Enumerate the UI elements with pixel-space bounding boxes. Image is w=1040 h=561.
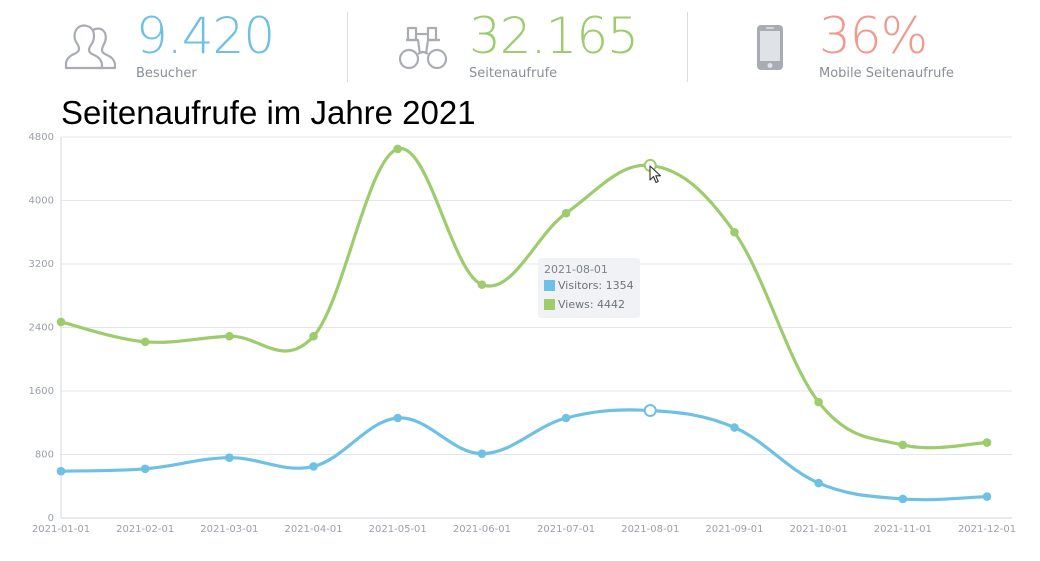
x-tick-label: 2021-07-01 [537,524,595,535]
x-tick-label: 2021-11-01 [874,524,932,535]
y-tick-label: 4800 [29,132,54,143]
views-point [982,438,992,447]
visitors-point [982,492,992,501]
stat-pageviews-value: 32.165 [469,7,639,65]
visitors-point [225,453,234,462]
x-tick-label: 2021-03-01 [200,524,258,535]
tooltip-date: 2021-08-01 [544,263,608,276]
x-tick-label: 2021-06-01 [453,524,511,535]
tooltip-views-text: Views: 4442 [558,298,626,311]
stats-bar: 9.420 Besucher 32.165 Seitenaufrufe [0,0,1040,95]
stats-divider [687,12,688,82]
visitors-point [56,466,66,476]
x-tick-label: 2021-12-01 [958,524,1016,535]
stat-mobile-value: 36% [819,7,928,65]
tooltip-visitors-swatch [544,280,555,291]
views-point [309,331,318,341]
stat-visitors-label: Besucher [136,66,197,81]
visitors-point [814,478,823,488]
visitors-point [309,462,318,471]
x-tick-label: 2021-08-01 [621,524,679,535]
y-tick-label: 3200 [29,259,54,270]
x-tick-label: 2021-09-01 [705,524,763,535]
x-tick-label: 2021-04-01 [284,524,342,535]
y-tick-label: 4000 [29,196,54,207]
tooltip-visitors-text: Visitors: 1354 [558,279,634,292]
views-point [730,227,739,237]
stats-divider [347,12,348,82]
visitors-series-line [59,408,989,502]
views-point [814,397,823,407]
views-point [393,144,403,154]
visitors-point [898,494,908,504]
visitors-point [140,464,150,474]
y-tick-label: 2400 [29,323,54,334]
y-tick-label: 1600 [29,386,54,397]
views-point [561,208,571,218]
visitors-point [477,449,487,459]
views-point [140,337,150,347]
x-tick-label: 2021-02-01 [116,524,174,535]
visitors-icon [60,22,117,77]
y-tick-label: 800 [35,450,54,461]
mouse-cursor-icon [649,165,662,184]
x-tick-label: 2021-10-01 [790,524,848,535]
y-tick-label: 0 [48,513,54,524]
visitors-point [393,413,403,423]
x-tick-label: 2021-01-01 [32,524,90,535]
visitors-point [730,423,739,432]
stat-visitors-value: 9.420 [136,7,275,65]
stat-mobile-label: Mobile Seitenaufrufe [819,66,954,81]
views-point [477,280,487,289]
visitors-point [561,413,571,423]
views-point [225,331,234,341]
chart-title: Seitenaufrufe im Jahre 2021 [61,94,476,131]
chart-tooltip: 2021-08-01 Visitors: 1354 Views: 4442 [538,258,640,318]
x-tick-label: 2021-05-01 [369,524,427,535]
tooltip-views-row: Views: 4442 [544,298,625,311]
tooltip-views-swatch [544,299,555,310]
views-point [898,440,908,450]
views-series-line [59,147,989,450]
visitors-point-highlighted [643,404,657,418]
views-point [56,317,66,327]
mobile-phone-icon [755,24,787,77]
binoculars-icon [398,22,448,77]
stat-pageviews-label: Seitenaufrufe [469,66,558,81]
tooltip-visitors-row: Visitors: 1354 [544,279,634,292]
